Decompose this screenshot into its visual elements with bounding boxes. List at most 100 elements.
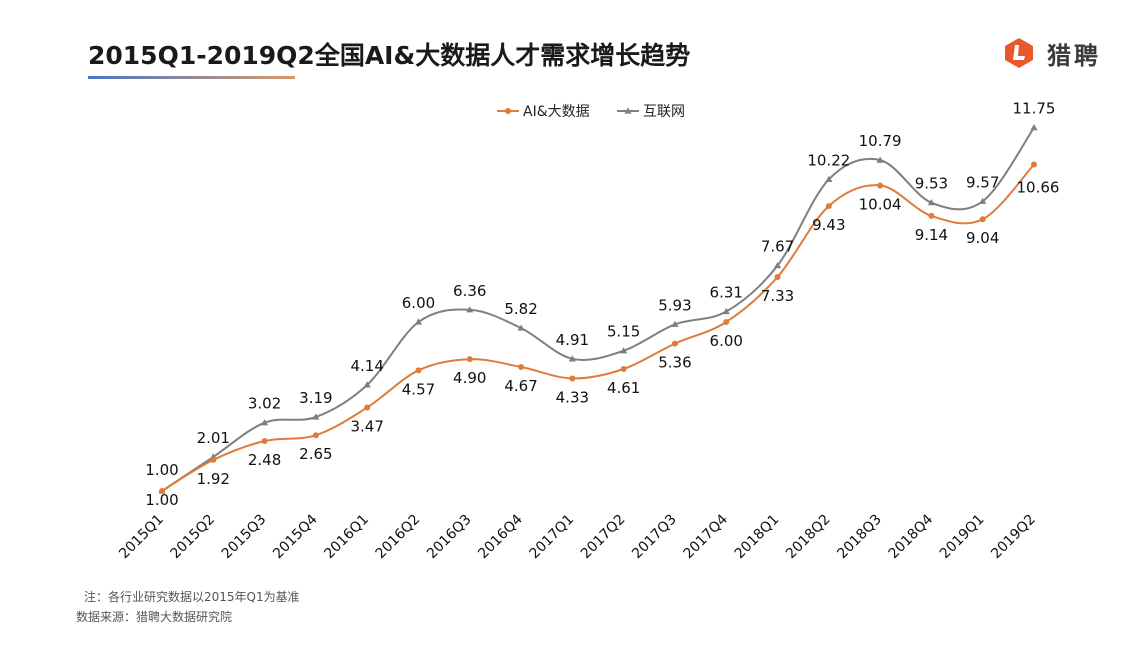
data-label-ai-2015Q1: 1.00 [145,491,178,509]
point-ai-2016Q4 [518,363,525,370]
point-ai-2019Q1 [979,216,986,223]
data-label-internet-2018Q4: 9.53 [915,175,948,193]
point-internet-2015Q3 [260,419,269,426]
data-label-internet-2017Q3: 5.93 [658,296,691,314]
data-label-ai-2017Q1: 4.33 [556,388,589,406]
data-label-internet-2017Q4: 6.31 [710,284,743,302]
x-tick-label-2016Q3: 2016Q3 [424,512,475,563]
data-label-ai-2017Q3: 5.36 [658,354,691,372]
title-underline [88,76,295,79]
point-internet-2018Q4 [927,199,936,206]
chart-legend: AI&大数据 互联网 [497,104,685,120]
data-label-ai-2016Q3: 4.90 [453,369,486,387]
series-line-ai [161,163,1035,492]
data-label-internet-2017Q1: 4.91 [556,331,589,349]
footnote: 注：各行业研究数据以2015年Q1为基准 [84,590,300,604]
legend-label-ai: AI&大数据 [523,104,590,120]
data-label-ai-2018Q1: 7.33 [761,287,794,305]
point-internet-2018Q1 [773,261,782,269]
x-tick-label-2016Q1: 2016Q1 [321,512,372,563]
point-ai-2018Q3 [877,182,884,189]
data-label-ai-2016Q2: 4.57 [402,380,435,398]
data-label-ai-2018Q4: 9.14 [915,226,948,244]
point-internet-2016Q1 [363,381,371,388]
data-label-internet-2016Q2: 6.00 [402,294,435,312]
data-label-internet-2018Q2: 10.22 [807,151,850,169]
data-label-internet-2015Q3: 3.02 [248,395,281,413]
data-source: 数据来源：猎聘大数据研究院 [76,610,233,624]
point-internet-2018Q2 [825,175,833,182]
point-internet-2016Q3 [466,306,474,313]
point-internet-2019Q2 [1030,124,1038,131]
point-ai-2017Q2 [620,365,627,372]
x-tick-label-2015Q1: 2015Q1 [116,512,167,563]
data-label-internet-2016Q4: 5.82 [504,300,537,318]
data-label-internet-2018Q1: 7.67 [761,238,794,256]
x-tick-label-2017Q3: 2017Q3 [629,512,680,563]
data-label-ai-2018Q2: 9.43 [812,216,845,234]
data-label-ai-2016Q1: 3.47 [350,418,383,436]
data-label-internet-2018Q3: 10.79 [859,132,902,150]
x-tick-label-2015Q2: 2015Q2 [168,512,219,563]
x-tick-label-2018Q1: 2018Q1 [732,512,783,563]
legend-label-internet: 互联网 [643,104,685,120]
data-label-ai-2015Q3: 2.48 [248,451,281,469]
x-tick-label-2018Q4: 2018Q4 [886,511,937,562]
data-label-ai-2015Q4: 2.65 [299,445,332,463]
point-ai-2017Q3 [671,340,678,347]
point-internet-2016Q2 [414,318,423,325]
data-label-internet-2015Q2: 2.01 [197,429,230,447]
point-ai-2016Q2 [415,367,422,374]
data-label-ai-2017Q4: 6.00 [710,332,743,350]
x-tick-label-2016Q4: 2016Q4 [475,511,526,562]
x-tick-label-2019Q1: 2019Q1 [937,512,988,563]
legend-marker-internet [624,107,632,114]
data-label-internet-2019Q1: 9.57 [966,173,999,191]
x-tick-label-2017Q4: 2017Q4 [680,511,731,562]
point-internet-2018Q3 [876,156,884,163]
data-label-ai-2016Q4: 4.67 [504,377,537,395]
point-internet-2017Q1 [568,355,576,362]
brand-logo: 猎聘 [1003,36,1101,70]
point-internet-2015Q4 [312,413,320,420]
x-tick-label-2017Q1: 2017Q1 [527,512,578,563]
data-label-layer: 1.00 2.01 3.02 3.19 4.14 6.00 6.36 5.82 4.91 5.15… [145,100,1059,509]
x-tick-label-2015Q4: 2015Q4 [270,511,321,562]
data-label-ai-2018Q3: 10.04 [859,195,902,213]
point-internet-2016Q4 [517,324,525,331]
x-tick-label-2017Q2: 2017Q2 [578,512,629,563]
point-ai-2015Q1 [159,488,165,494]
series-layer [158,124,1038,494]
point-ai-2016Q3 [466,356,473,363]
data-label-ai-2019Q1: 9.04 [966,229,999,247]
point-ai-2017Q4 [723,319,730,325]
data-label-internet-2016Q1: 4.14 [350,357,383,375]
series-line-internet [161,127,1035,492]
liepin-logo-icon [1005,38,1033,68]
data-label-internet-2015Q1: 1.00 [145,461,178,479]
data-label-ai-2015Q2: 1.92 [197,470,230,488]
data-label-internet-2016Q3: 6.36 [453,282,486,300]
point-ai-2018Q4 [928,212,935,219]
data-label-ai-2019Q2: 10.66 [1017,178,1060,196]
x-axis: 2015Q1 2015Q2 2015Q3 2015Q4 2016Q1 2016Q2 2016… [116,511,1039,562]
data-label-internet-2015Q4: 3.19 [299,389,332,407]
x-tick-label-2016Q2: 2016Q2 [373,512,424,563]
legend-marker-ai [505,108,511,114]
x-tick-label-2015Q3: 2015Q3 [219,512,270,563]
point-ai-2015Q3 [261,437,268,444]
page-title: 2015Q1-2019Q2全国AI&大数据人才需求增长趋势 [88,41,691,70]
point-ai-2018Q2 [825,203,832,210]
point-internet-2017Q2 [620,347,628,354]
point-ai-2015Q2 [210,456,217,463]
data-label-internet-2017Q2: 5.15 [607,323,640,341]
point-internet-2017Q3 [671,320,679,327]
point-ai-2017Q1 [569,375,576,382]
point-ai-2019Q2 [1031,161,1037,168]
point-internet-2017Q4 [722,307,730,315]
data-label-internet-2019Q2: 11.75 [1013,100,1056,118]
point-internet-2019Q1 [979,197,987,204]
x-tick-label-2018Q2: 2018Q2 [783,512,834,563]
line-chart: AI&大数据 互联网 1.00 2.01 3.02 3.19 4.14 6.00 6.36 5.… [116,100,1059,562]
data-label-ai-2017Q2: 4.61 [607,379,640,397]
